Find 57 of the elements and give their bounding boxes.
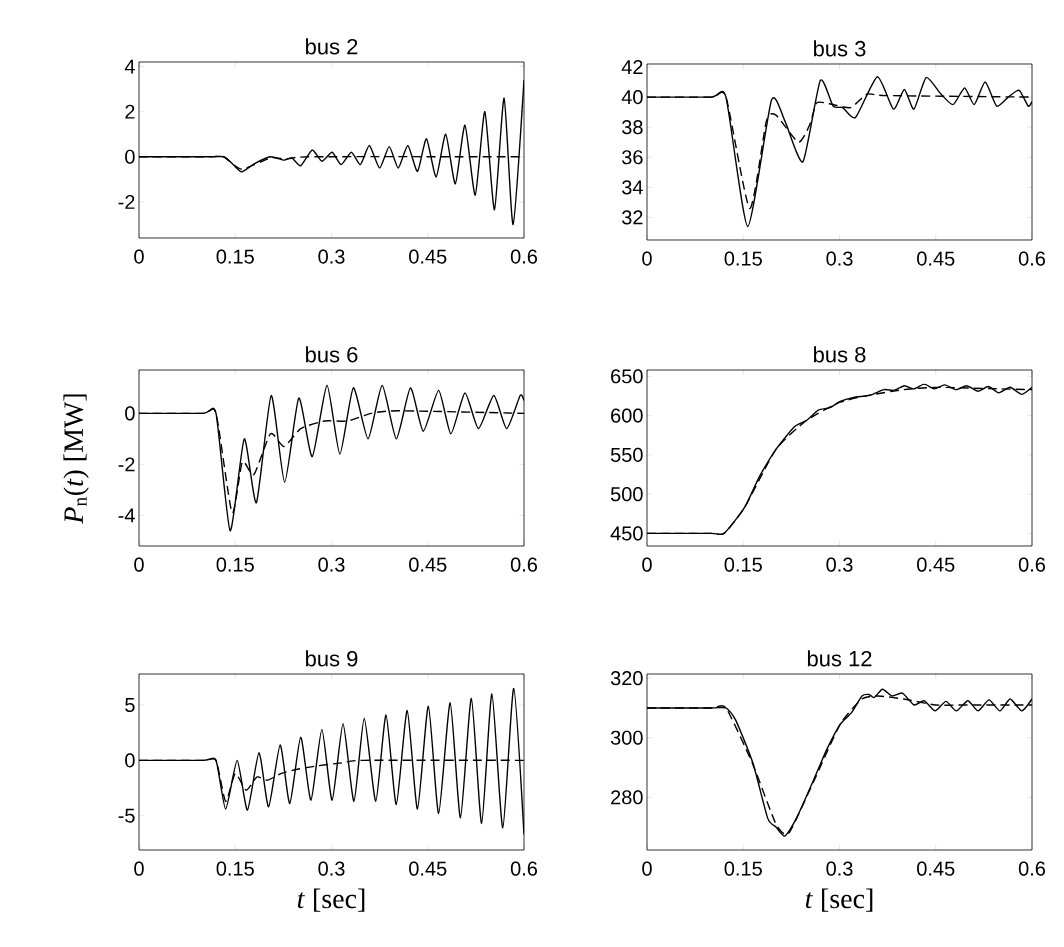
chart-title: bus 12 bbox=[807, 650, 872, 667]
x-axis-title: t [sec] bbox=[805, 888, 873, 912]
x-tick-label: 0.15 bbox=[724, 251, 762, 266]
y-tick-label: 280 bbox=[611, 790, 643, 805]
x-tick-label: 0.3 bbox=[826, 251, 853, 266]
y-tick-label: 34 bbox=[622, 180, 643, 195]
y-tick-label: 42 bbox=[621, 60, 643, 74]
y-tick-label: 0 bbox=[125, 753, 135, 768]
y-tick-label: 0 bbox=[125, 149, 135, 164]
x-tick-label: 0.3 bbox=[826, 557, 853, 572]
y-axis-title: P$_{n}$(t) [MW] bbox=[63, 394, 89, 524]
y-tick-label: 40 bbox=[621, 90, 643, 105]
x-tick-label: 0.45 bbox=[409, 249, 447, 264]
y-tick-label: 500 bbox=[610, 487, 643, 502]
x-tick-label: 0.15 bbox=[724, 557, 762, 572]
y-tick-label: 320 bbox=[610, 671, 643, 686]
x-tick-label: 0.6 bbox=[510, 557, 538, 572]
x-tick-label: 0.15 bbox=[724, 861, 762, 876]
y-tick-label: 2 bbox=[125, 104, 135, 119]
y-tick-label: 38 bbox=[622, 120, 643, 135]
y-tick-label: -2 bbox=[118, 194, 135, 209]
y-tick-label: 0 bbox=[125, 406, 135, 421]
chart-title: bus 6 bbox=[306, 346, 358, 363]
x-tick-label: 0.3 bbox=[826, 861, 853, 876]
chart-title: bus 3 bbox=[814, 40, 866, 57]
x-axis-title: t [sec] bbox=[297, 888, 365, 912]
y-tick-label: -4 bbox=[118, 508, 135, 523]
x-tick-label: 0.15 bbox=[216, 861, 254, 876]
x-tick-label: 0.6 bbox=[1018, 557, 1046, 572]
y-tick-label: 600 bbox=[611, 408, 643, 423]
x-tick-label: 0.45 bbox=[409, 557, 447, 572]
chart-title: bus 2 bbox=[306, 38, 358, 55]
y-tick-label: 300 bbox=[610, 730, 643, 745]
x-tick-label: 0.15 bbox=[216, 557, 254, 572]
x-tick-label: 0.15 bbox=[216, 249, 254, 264]
x-tick-label: 0.45 bbox=[917, 251, 955, 266]
y-tick-label: 4 bbox=[124, 59, 135, 74]
y-tick-label: -5 bbox=[118, 808, 135, 823]
x-tick-label: 0.6 bbox=[510, 861, 538, 876]
y-tick-label: 450 bbox=[610, 526, 643, 541]
x-tick-label: 0.45 bbox=[917, 557, 955, 572]
x-tick-label: 0.45 bbox=[917, 861, 955, 876]
chart-title: bus 8 bbox=[814, 346, 866, 363]
x-tick-label: 0.6 bbox=[1018, 861, 1046, 876]
y-tick-label: 32 bbox=[622, 210, 643, 225]
y-tick-label: 650 bbox=[611, 369, 643, 384]
x-tick-label: 0.3 bbox=[318, 861, 345, 876]
x-tick-label: 0.6 bbox=[1018, 251, 1046, 266]
y-tick-label: -2 bbox=[118, 457, 135, 472]
y-tick-label: 550 bbox=[610, 447, 643, 462]
x-tick-label: 0.3 bbox=[318, 249, 345, 264]
x-tick-label: 0.6 bbox=[510, 249, 538, 264]
y-tick-label: 5 bbox=[125, 698, 135, 712]
x-tick-label: 0.3 bbox=[318, 557, 345, 572]
y-tick-label: 36 bbox=[622, 150, 643, 165]
x-tick-label: 0.45 bbox=[409, 861, 447, 876]
chart-title: bus 9 bbox=[306, 650, 358, 667]
